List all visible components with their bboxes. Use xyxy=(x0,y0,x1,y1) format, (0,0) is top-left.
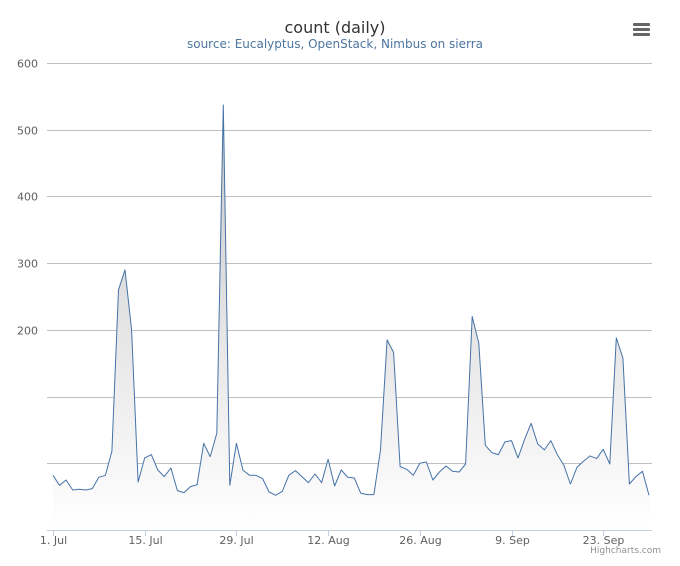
chart-title: count (daily) xyxy=(284,18,385,37)
hamburger-menu-icon[interactable] xyxy=(626,16,656,42)
y-axis: 200 300 400 500 600 xyxy=(17,58,38,338)
x-tick-label: 15. Jul xyxy=(128,534,162,547)
credits-link[interactable]: Highcharts.com xyxy=(590,546,661,556)
grid-lines xyxy=(47,63,652,464)
chart-subtitle: source: Eucalyptus, OpenStack, Nimbus on… xyxy=(187,37,483,51)
y-tick-label: 400 xyxy=(17,191,38,204)
plot-area xyxy=(52,104,650,530)
series-line xyxy=(52,104,650,496)
x-tick-label: 26. Aug xyxy=(399,534,441,547)
x-tick-label: 29. Jul xyxy=(219,534,253,547)
series-area xyxy=(53,105,649,530)
x-axis: 1. Jul 15. Jul 29. Jul 12. Aug 26. Aug 9. Sep… xyxy=(40,530,652,547)
x-tick-label: 12. Aug xyxy=(307,534,349,547)
y-tick-label: 300 xyxy=(17,258,38,271)
y-tick-label: 600 xyxy=(17,58,38,71)
y-tick-label: 500 xyxy=(17,125,38,138)
x-tick-label: 23. Sep xyxy=(583,534,625,547)
y-tick-label: 200 xyxy=(17,325,38,338)
x-tick-label: 9. Sep xyxy=(495,534,530,547)
x-tick-label: 1. Jul xyxy=(40,534,67,547)
